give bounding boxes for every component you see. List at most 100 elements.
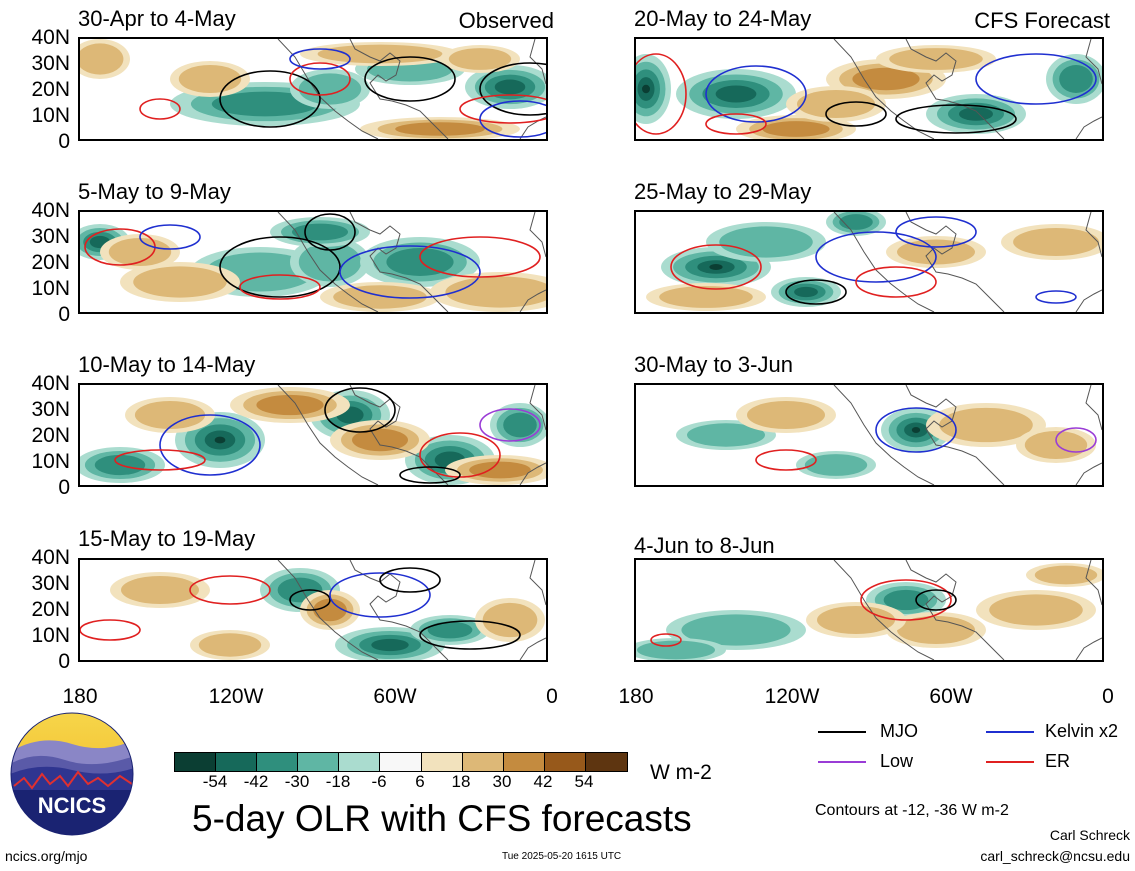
positive-olr-anomaly	[445, 276, 546, 308]
positive-olr-anomaly	[121, 575, 199, 605]
panel-title: 4-Jun to 8-Jun	[634, 533, 775, 558]
colorbar-label: -30	[284, 772, 310, 791]
panel-title: 30-Apr to 4-May	[78, 6, 236, 31]
legend-kelvin: Kelvin x2	[1045, 721, 1119, 741]
coastline	[833, 212, 1102, 312]
colorbar-swatch	[298, 753, 340, 771]
wave-contour	[479, 100, 546, 138]
negative-olr-anomaly	[839, 214, 873, 230]
colorbar-swatch	[216, 753, 258, 771]
olr-anomaly-field	[646, 212, 1102, 311]
positive-olr-anomaly	[889, 48, 983, 70]
negative-olr-anomaly	[427, 621, 473, 639]
negative-olr-anomaly	[637, 640, 715, 660]
lon-label: 0	[546, 685, 558, 708]
wave-contour	[915, 589, 957, 611]
wave-contour	[855, 266, 937, 298]
low-line	[818, 761, 866, 763]
olr-anomaly-field	[676, 397, 1096, 479]
panel-title: 20-May to 24-May	[634, 6, 812, 31]
negative-olr-anomaly	[298, 73, 362, 105]
positive-olr-anomaly	[1024, 430, 1088, 460]
positive-olr-anomaly	[352, 428, 408, 452]
olr-map	[78, 558, 548, 662]
colorbar-unit: W m-2	[650, 761, 712, 784]
colorbar-swatch	[503, 753, 545, 771]
olr-map	[78, 383, 548, 487]
wave-contour	[364, 56, 456, 102]
positive-olr-anomaly	[256, 394, 324, 416]
wave-contour	[379, 567, 441, 593]
wave-contour	[324, 387, 396, 433]
negative-olr-anomaly	[494, 79, 526, 95]
colorbar-label: 18	[451, 772, 471, 791]
kelvin-line	[986, 731, 1034, 733]
positive-olr-anomaly	[797, 89, 875, 119]
coastline	[833, 560, 1102, 660]
negative-olr-anomaly	[709, 264, 723, 270]
wave-contour	[650, 633, 682, 647]
lon-label: 180	[618, 685, 654, 708]
colorbar-label: -18	[325, 772, 351, 791]
lat-label: 0	[58, 476, 70, 499]
lat-label: 40N	[31, 546, 70, 569]
negative-olr-anomaly	[681, 614, 791, 646]
lat-label: 40N	[31, 199, 70, 222]
wave-contour	[636, 53, 687, 135]
mjo-line	[818, 731, 866, 733]
olr-map	[78, 210, 548, 314]
coastline	[277, 385, 546, 485]
colorbar-label: -54	[202, 772, 228, 791]
colorbar-label: 54	[574, 772, 594, 791]
panel-title: 10-May to 14-May	[78, 352, 256, 377]
panel-title: 25-May to 29-May	[634, 179, 812, 204]
positive-olr-anomaly	[178, 64, 242, 94]
wave-contour	[755, 449, 817, 471]
wave-contour	[705, 65, 807, 123]
wave-contour	[159, 414, 261, 476]
panel-title: 30-May to 3-Jun	[634, 352, 793, 377]
colorbar-swatch	[544, 753, 586, 771]
positive-olr-anomaly	[333, 285, 427, 309]
wave-contour	[1035, 290, 1077, 304]
negative-olr-anomaly	[642, 84, 650, 94]
negative-olr-anomaly	[911, 427, 921, 433]
positive-olr-anomaly	[659, 286, 753, 308]
negative-olr-anomaly	[371, 638, 409, 652]
wave-contour	[80, 619, 141, 641]
wave-contour	[705, 113, 767, 135]
negative-olr-anomaly	[794, 286, 818, 298]
wave-contour	[139, 98, 181, 120]
wave-contour	[895, 104, 1017, 134]
colorbar-swatch	[462, 753, 504, 771]
colorbar-swatch	[380, 753, 422, 771]
lat-label: 30N	[31, 572, 70, 595]
wave-contour	[219, 70, 321, 128]
lon-label: 0	[1102, 685, 1114, 708]
negative-olr-anomaly	[1059, 65, 1093, 93]
olr-anomaly-field	[636, 45, 1102, 139]
lat-label: 10N	[31, 104, 70, 127]
olr-anomaly-field	[80, 217, 546, 312]
colorbar-swatch	[421, 753, 463, 771]
colorbar-label: -42	[243, 772, 269, 791]
lon-label: 60W	[929, 685, 973, 708]
colorbar-label: 6	[415, 772, 425, 791]
wave-contour	[399, 466, 461, 484]
wave-contour	[895, 216, 977, 248]
olr-anomaly-field	[110, 568, 545, 660]
olr-anomaly-field	[80, 39, 546, 139]
colorbar-label: 30	[492, 772, 512, 791]
wave-contour	[289, 589, 331, 611]
wave-contour	[239, 274, 321, 300]
negative-olr-anomaly	[804, 454, 868, 476]
negative-olr-anomaly	[298, 242, 362, 282]
wave-contour	[860, 579, 952, 621]
lat-label: 40N	[31, 372, 70, 395]
logo-text: NCICS	[38, 793, 106, 818]
negative-olr-anomaly	[715, 85, 757, 103]
positive-olr-anomaly	[939, 407, 1033, 443]
wave-contour	[825, 101, 887, 127]
wave-contour	[875, 407, 957, 453]
lat-label: 30N	[31, 225, 70, 248]
